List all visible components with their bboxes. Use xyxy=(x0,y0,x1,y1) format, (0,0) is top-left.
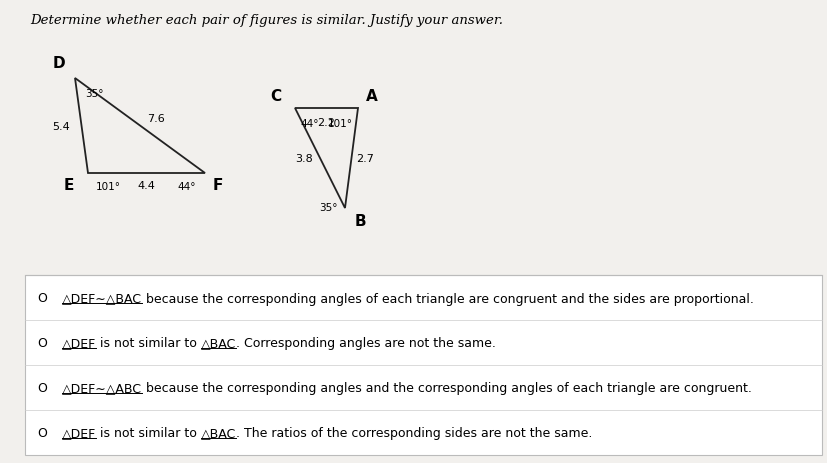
Text: O: O xyxy=(37,292,47,305)
Text: △DEF∼△BAC: △DEF∼△BAC xyxy=(62,292,142,305)
Text: E: E xyxy=(64,178,74,193)
Text: because the corresponding angles of each triangle are congruent and the sides ar: because the corresponding angles of each… xyxy=(142,292,754,305)
Text: D: D xyxy=(52,56,65,71)
Text: 2.7: 2.7 xyxy=(356,154,375,163)
Text: Determine whether each pair of figures is similar. Justify your answer.: Determine whether each pair of figures i… xyxy=(30,14,503,27)
Text: 2.2: 2.2 xyxy=(318,118,336,128)
Text: 4.4: 4.4 xyxy=(137,181,155,191)
Text: . The ratios of the corresponding sides are not the same.: . The ratios of the corresponding sides … xyxy=(237,426,593,439)
Text: 5.4: 5.4 xyxy=(53,121,70,131)
Text: O: O xyxy=(37,337,47,350)
Text: 35°: 35° xyxy=(85,89,103,99)
Text: 101°: 101° xyxy=(328,119,353,129)
Text: 7.6: 7.6 xyxy=(147,113,165,123)
Text: B: B xyxy=(355,213,366,229)
Text: △DEF∼△ABC: △DEF∼△ABC xyxy=(62,382,142,394)
Text: △DEF: △DEF xyxy=(62,337,96,350)
Text: 44°: 44° xyxy=(300,119,318,129)
Text: 35°: 35° xyxy=(319,203,337,213)
Text: A: A xyxy=(366,89,378,104)
Text: △BAC: △BAC xyxy=(201,337,237,350)
Text: is not similar to: is not similar to xyxy=(96,426,201,439)
Text: because the corresponding angles and the corresponding angles of each triangle a: because the corresponding angles and the… xyxy=(142,382,752,394)
Text: 3.8: 3.8 xyxy=(295,154,313,163)
Bar xyxy=(25,275,822,455)
Text: O: O xyxy=(37,382,47,394)
Text: O: O xyxy=(37,426,47,439)
Text: is not similar to: is not similar to xyxy=(96,337,201,350)
Text: △DEF: △DEF xyxy=(62,426,96,439)
Text: F: F xyxy=(213,178,223,193)
Text: . Corresponding angles are not the same.: . Corresponding angles are not the same. xyxy=(237,337,496,350)
Text: C: C xyxy=(270,89,281,104)
Text: 101°: 101° xyxy=(96,181,121,192)
Text: 44°: 44° xyxy=(177,181,195,192)
Text: △BAC: △BAC xyxy=(201,426,237,439)
